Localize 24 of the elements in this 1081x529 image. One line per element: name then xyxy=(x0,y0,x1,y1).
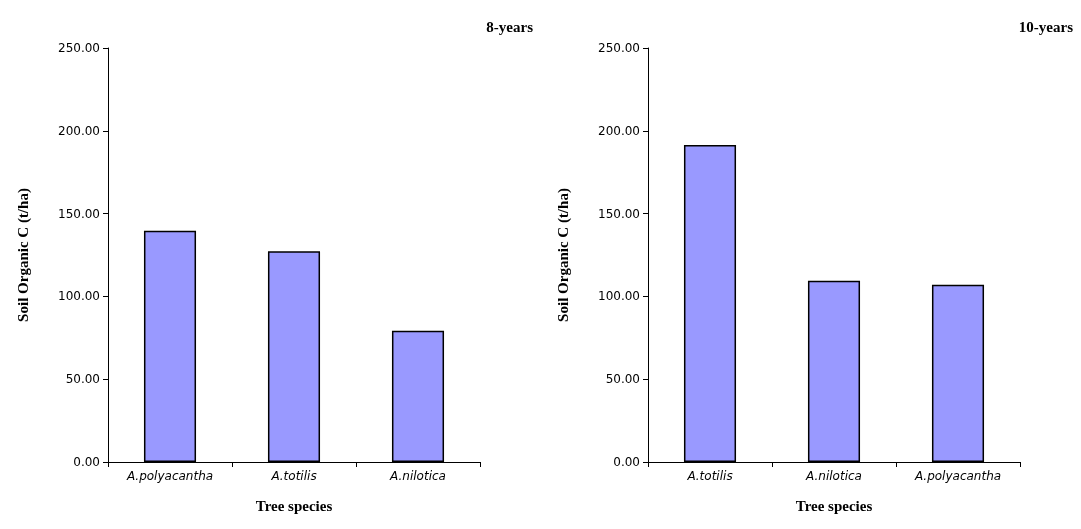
x-tick-label: A.nilotica xyxy=(389,469,446,483)
x-axis-title: Tree species xyxy=(795,497,873,514)
y-tick-label: 50.00 xyxy=(65,372,100,387)
y-tick-label: 50.00 xyxy=(605,372,640,387)
y-tick-label: 100.00 xyxy=(58,289,100,304)
x-tick-label: A.polyacantha xyxy=(125,469,214,483)
y-tick-label: 150.00 xyxy=(598,206,640,221)
y-tick-label: 150.00 xyxy=(58,206,100,221)
y-tick-label: 250.00 xyxy=(598,41,640,55)
chart-title: 10-years xyxy=(1018,18,1074,35)
y-axis-title: Soil Organic C (t/ha) xyxy=(554,188,572,322)
y-axis-title: Soil Organic C (t/ha) xyxy=(14,188,32,322)
x-tick-label: A.totilis xyxy=(270,469,317,483)
chart-title: 8-years xyxy=(486,18,534,35)
y-tick-label: 0.00 xyxy=(613,455,640,469)
x-tick-label: A.nilotica xyxy=(805,469,862,483)
y-tick-label: 0.00 xyxy=(73,455,100,469)
y-tick-label: 100.00 xyxy=(598,289,640,304)
y-tick-label: 250.00 xyxy=(58,41,100,55)
y-tick-label: 200.00 xyxy=(58,123,100,138)
y-tick-label: 200.00 xyxy=(598,123,640,138)
x-tick-label: A.polyacantha xyxy=(913,469,1002,483)
x-axis-title: Tree species xyxy=(255,497,333,514)
x-tick-label: A.totilis xyxy=(686,469,733,483)
